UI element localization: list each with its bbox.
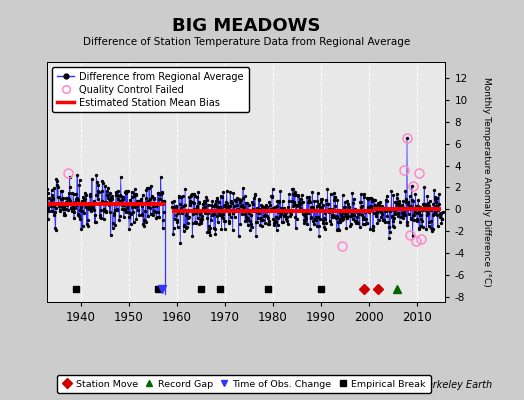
Text: BIG MEADOWS: BIG MEADOWS bbox=[172, 17, 321, 35]
Text: Difference of Station Temperature Data from Regional Average: Difference of Station Temperature Data f… bbox=[83, 37, 410, 47]
Text: Berkeley Earth: Berkeley Earth bbox=[420, 380, 493, 390]
Legend: Station Move, Record Gap, Time of Obs. Change, Empirical Break: Station Move, Record Gap, Time of Obs. C… bbox=[57, 375, 431, 393]
Legend: Difference from Regional Average, Quality Control Failed, Estimated Station Mean: Difference from Regional Average, Qualit… bbox=[52, 67, 248, 112]
Y-axis label: Monthly Temperature Anomaly Difference (°C): Monthly Temperature Anomaly Difference (… bbox=[482, 77, 490, 287]
